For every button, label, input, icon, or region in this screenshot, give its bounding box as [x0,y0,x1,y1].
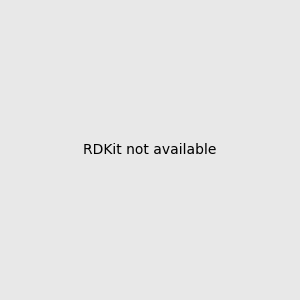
Text: RDKit not available: RDKit not available [83,143,217,157]
